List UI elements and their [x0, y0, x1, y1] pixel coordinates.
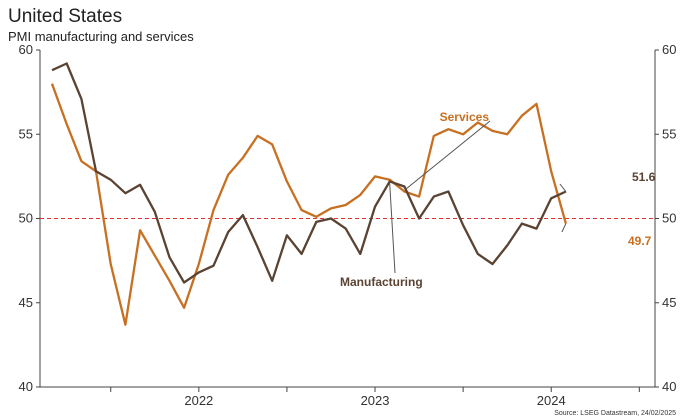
- plot-group: [40, 62, 655, 326]
- chart-title: United States: [8, 6, 123, 27]
- source-note: Source: LSEG Datastream, 24/02/2025: [554, 410, 676, 417]
- y-tick-label-right: 50: [662, 211, 676, 226]
- axes-group: 40 40 45 45 50 50 55 55 60 60 2022 2023 2024: [19, 42, 677, 408]
- services-last-value: 49.7: [628, 234, 652, 248]
- services-leader-line: [405, 120, 491, 190]
- y-tick-label-right: 55: [662, 126, 676, 141]
- x-tick-label: 2024: [537, 393, 566, 408]
- y-tick-label-left: 50: [19, 211, 33, 226]
- manufacturing-line: [51, 62, 567, 284]
- services-line: [50, 83, 568, 326]
- y-tick-label-right: 45: [662, 295, 676, 310]
- y-tick-label-left: 60: [19, 42, 33, 57]
- y-tick-label-right: 60: [662, 42, 676, 57]
- labels-group: Services Manufacturing 51.6 49.7: [340, 110, 656, 289]
- services-label: Services: [440, 110, 490, 124]
- y-tick-label-left: 40: [19, 379, 33, 394]
- manufacturing-leader-line: [389, 183, 396, 274]
- x-tick-label: 2023: [361, 393, 390, 408]
- y-tick-label-left: 55: [19, 126, 33, 141]
- services-last-leader: [561, 223, 567, 233]
- y-tick-label-left: 45: [19, 295, 33, 310]
- chart-subtitle: PMI manufacturing and services: [8, 29, 194, 44]
- manufacturing-last-leader: [559, 183, 567, 192]
- manufacturing-last-value: 51.6: [632, 170, 656, 184]
- x-tick-label: 2022: [184, 393, 213, 408]
- manufacturing-label: Manufacturing: [340, 275, 423, 289]
- y-tick-label-right: 40: [662, 379, 676, 394]
